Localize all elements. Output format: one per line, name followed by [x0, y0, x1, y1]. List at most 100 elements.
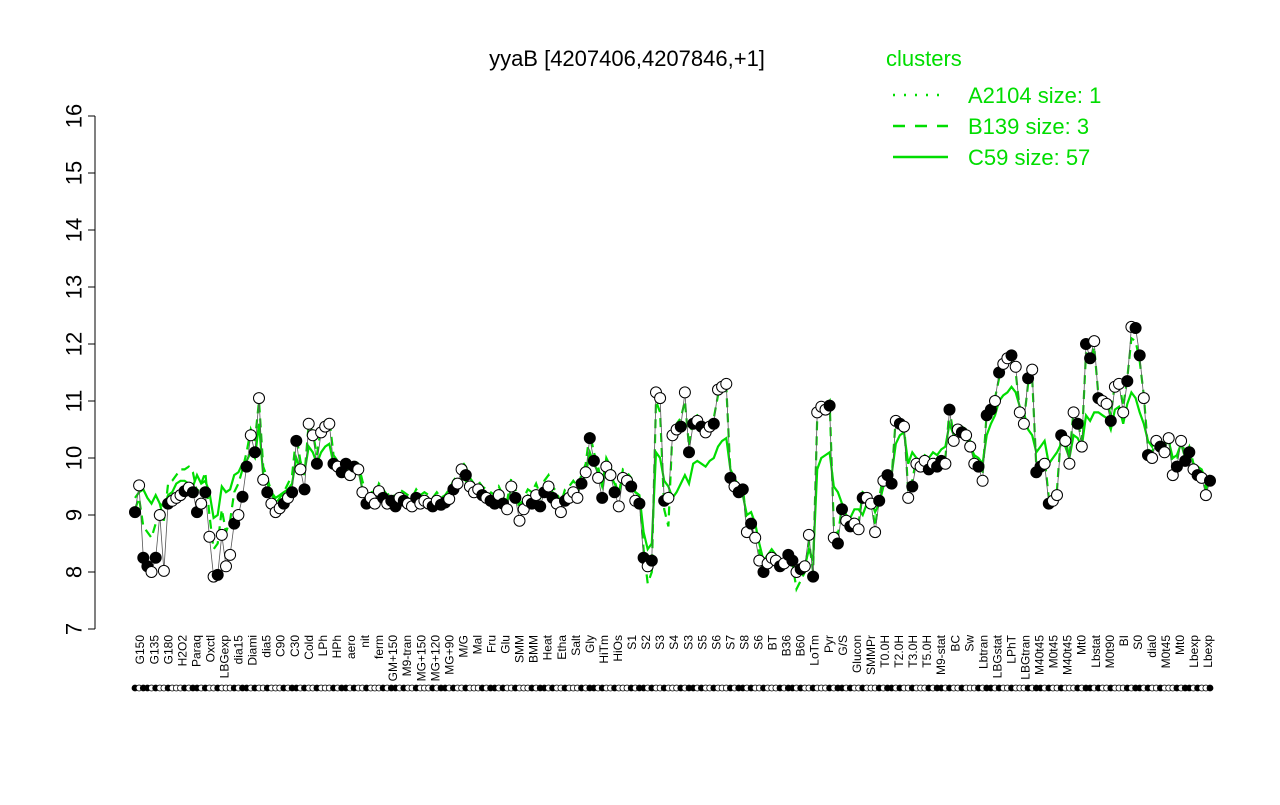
x-tick-label: S1 [625, 635, 639, 650]
data-point [678, 386, 691, 399]
x-tick-label: S6 [752, 635, 766, 650]
y-axis-ticks: 7 8 9 10 11 12 13 14 15 16 [62, 104, 95, 635]
data-point [534, 500, 547, 513]
data-point [1017, 417, 1030, 430]
data-point [195, 497, 208, 510]
data-point [149, 551, 162, 564]
x-tick-label: H2O2 [175, 635, 189, 667]
data-point [509, 491, 522, 504]
x-tick-label: M0t90 [1103, 635, 1117, 669]
data-point [1084, 352, 1097, 365]
x-tick-label: HPh [330, 635, 344, 658]
data-point [501, 503, 514, 516]
data-point [240, 460, 253, 473]
data-point [215, 528, 228, 541]
data-point [298, 483, 311, 496]
x-tick-label: Sw [962, 635, 976, 652]
x-tick-label: Lbtran [976, 635, 990, 669]
x-tick-label: Paraq [189, 635, 203, 667]
data-point [203, 530, 216, 543]
y-tick-label: 16 [62, 104, 87, 128]
x-tick-label: G150 [133, 635, 147, 665]
data-point [798, 560, 811, 573]
data-point [286, 486, 299, 499]
data-point [1059, 434, 1072, 447]
data-point [129, 506, 141, 519]
data-point [133, 479, 146, 492]
x-tick-label: Pyr [822, 635, 836, 653]
x-tick-label: M40t45 [1033, 635, 1047, 675]
data-point [1199, 489, 1212, 502]
x-tick-label: SMMPr [864, 635, 878, 675]
data-point [1038, 457, 1051, 470]
x-tick-label: S5 [695, 635, 709, 650]
x-tick-label: C90 [274, 635, 288, 657]
x-tick-label: T5.0H [920, 635, 934, 668]
data-point [976, 474, 989, 487]
data-point [356, 486, 369, 499]
data-point [294, 463, 307, 476]
data-point [211, 568, 224, 581]
data-point [906, 480, 919, 493]
data-point [836, 503, 848, 516]
y-tick-label: 7 [62, 623, 87, 635]
y-tick-label: 12 [62, 332, 87, 356]
data-point [253, 392, 265, 405]
data-point [972, 460, 985, 473]
x-tick-label: Mt0 [1173, 635, 1187, 655]
data-point [947, 434, 960, 447]
x-tick-label: T3.0H [906, 635, 920, 668]
legend-label: B139 size: 3 [968, 114, 1089, 139]
data-point [943, 403, 956, 416]
data-point [224, 548, 237, 561]
series-line-solid [134, 384, 1211, 577]
x-tick-label: MG+90 [442, 635, 456, 675]
data-point [898, 420, 910, 433]
data-point [1026, 363, 1039, 376]
data-point [885, 477, 898, 490]
data-point [720, 377, 733, 390]
sample-rug [131, 684, 1214, 692]
data-point [1133, 349, 1146, 362]
x-tick-label: S3 [681, 635, 695, 650]
y-tick-label: 15 [62, 161, 87, 185]
data-point [199, 486, 212, 499]
x-tick-label: T2.0H [892, 635, 906, 668]
data-point [1100, 397, 1113, 410]
data-point [571, 491, 584, 504]
data-point [1005, 349, 1018, 362]
x-tick-label: Mal [471, 635, 485, 654]
x-tick-label: Gly [583, 635, 597, 653]
data-point [542, 480, 555, 493]
x-tick-label: T0.0H [878, 635, 892, 668]
data-point [633, 497, 646, 510]
x-tick-label: nit [358, 634, 372, 647]
x-tick-label: LBGstat [990, 634, 1004, 678]
x-tick-label: M/G [456, 635, 470, 658]
x-tick-label: MG+150 [414, 635, 428, 682]
data-point [1121, 375, 1134, 388]
x-tick-label: S7 [723, 635, 737, 650]
data-point [186, 486, 199, 499]
data-point [1170, 460, 1183, 473]
data-point [232, 509, 245, 521]
data-point [1137, 392, 1150, 405]
x-tick-label: Salt [569, 634, 583, 655]
x-tick-label: ferm [372, 635, 386, 659]
x-tick-label: M9-stat [934, 634, 948, 675]
data-point [290, 434, 303, 447]
data-point [707, 417, 720, 430]
data-point [869, 526, 882, 539]
x-tick-label: LoTm [808, 635, 822, 666]
data-point [554, 506, 567, 519]
data-point [960, 429, 973, 442]
legend-title: clusters [886, 46, 962, 71]
x-tick-label: G180 [161, 635, 175, 665]
data-point [654, 392, 667, 405]
data-point [1088, 335, 1101, 348]
y-tick-label: 13 [62, 275, 87, 299]
data-point [1009, 360, 1022, 373]
data-point [1162, 432, 1175, 445]
data-points [129, 320, 1216, 583]
